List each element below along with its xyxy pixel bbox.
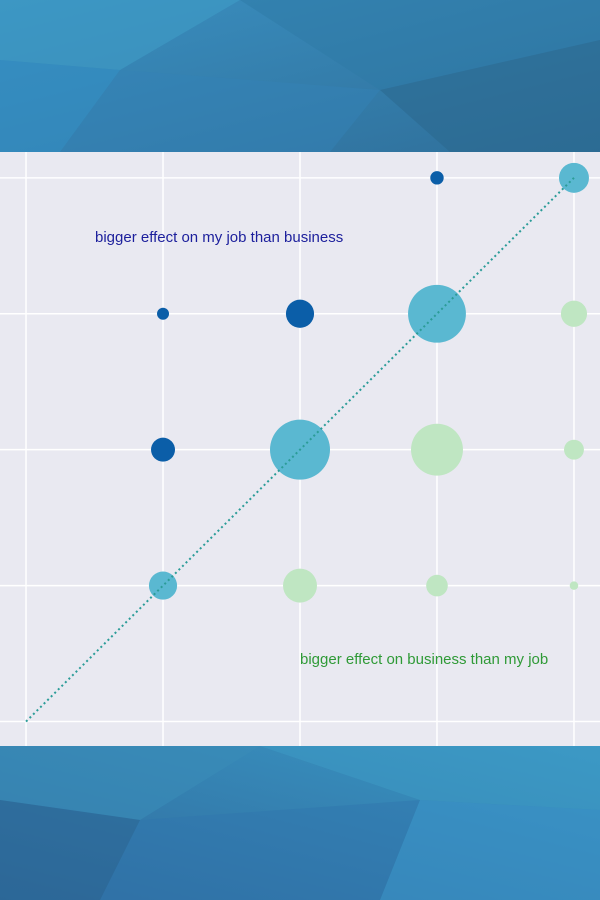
bubble xyxy=(426,574,448,597)
reference-line xyxy=(25,177,575,723)
annotation: bigger effect on my job than business xyxy=(95,229,343,246)
bubble xyxy=(285,299,315,328)
bubble xyxy=(564,439,584,460)
bottom-banner xyxy=(0,746,600,900)
bubble xyxy=(148,571,178,600)
top-banner xyxy=(0,0,600,152)
bubble xyxy=(569,581,579,590)
bubble xyxy=(560,300,588,327)
bubble xyxy=(157,307,170,320)
annotation: bigger effect on business than my job xyxy=(300,651,548,668)
plot: bigger effect on my job than business big… xyxy=(0,152,600,746)
bubble xyxy=(411,423,463,476)
bubble xyxy=(408,284,466,343)
bubble xyxy=(283,568,317,603)
bubble xyxy=(151,437,176,462)
bubble xyxy=(430,171,444,185)
